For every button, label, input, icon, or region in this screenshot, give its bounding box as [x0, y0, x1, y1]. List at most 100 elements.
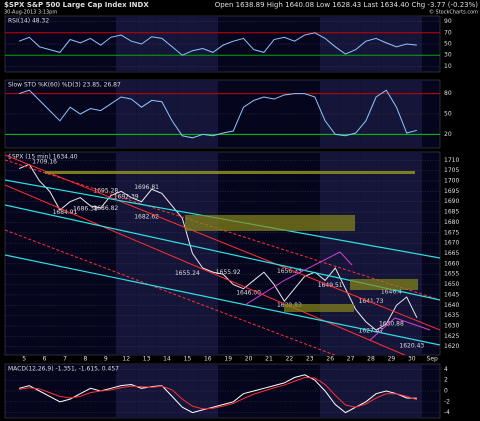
price-annotation: 1695.28 — [93, 187, 118, 194]
zone — [284, 304, 354, 312]
week-shade — [136, 80, 157, 148]
price-annotation: 1686.38 — [73, 206, 98, 213]
price-annotation: 1656.35 — [277, 268, 302, 275]
price-annotation: 1709.16 — [32, 159, 57, 166]
y-tick-label: 1640 — [444, 302, 459, 309]
channel-line — [5, 159, 440, 301]
week-shade — [401, 80, 422, 148]
y-tick-label: 1650 — [444, 281, 459, 288]
price-annotation: 1641.73 — [359, 298, 384, 305]
y-tick-label: 1700 — [444, 178, 459, 185]
y-tick-label: 10 — [444, 63, 452, 70]
y-tick-label: 50 — [444, 41, 452, 48]
channel-line — [5, 184, 407, 355]
y-tick-label: 30 — [444, 52, 452, 59]
price-annotation: 1655.92 — [216, 269, 241, 276]
panel-title: MACD(12,26,9) -1.351, -1.615, 0.457 — [8, 366, 119, 373]
credit: © StockCharts.com — [429, 9, 478, 16]
y-tick-label: 1670 — [444, 240, 459, 247]
header-quote: Open 1638.89 High 1640.08 Low 1628.43 La… — [215, 1, 479, 9]
x-tick-label: 6 — [43, 356, 47, 363]
y-tick-label: 2 — [444, 377, 448, 384]
week-shade — [381, 80, 402, 148]
week-shade — [177, 80, 198, 148]
week-shade — [177, 152, 198, 355]
y-tick-label: -2 — [444, 398, 450, 405]
price-annotation: 1692.39 — [114, 193, 139, 200]
x-tick-label: 28 — [367, 356, 375, 363]
y-tick-label: 1665 — [444, 250, 459, 257]
support-line — [5, 254, 440, 346]
price-annotation: 1682.62 — [134, 214, 159, 221]
x-tick-label: 14 — [163, 356, 171, 363]
week-shade — [177, 16, 198, 72]
x-tick-label: 19 — [224, 356, 232, 363]
x-tick-label: 20 — [245, 356, 253, 363]
x-tick-label: 21 — [265, 356, 273, 363]
y-tick-label: 1635 — [444, 312, 459, 319]
zone — [45, 171, 415, 174]
x-tick-label: 8 — [83, 356, 87, 363]
channel-line — [5, 154, 440, 331]
price-annotation: 1646.4 — [381, 289, 402, 296]
y-tick-label: 1710 — [444, 157, 459, 164]
series-line — [19, 376, 418, 410]
week-shade — [136, 364, 157, 418]
y-tick-label: 1620 — [444, 343, 459, 350]
x-tick-label: 16 — [204, 356, 212, 363]
zone — [185, 215, 355, 231]
y-tick-label: 1625 — [444, 333, 459, 340]
week-shade — [381, 16, 402, 72]
week-shade — [156, 16, 178, 72]
week-shade — [381, 152, 402, 355]
y-tick-label: 1705 — [444, 167, 459, 174]
y-tick-label: 0 — [444, 388, 448, 395]
week-shade — [381, 364, 402, 418]
y-tick-label: 1685 — [444, 209, 459, 216]
y-tick-label: 1655 — [444, 271, 459, 278]
y-tick-label: 80 — [444, 90, 452, 97]
y-tick-label: -4 — [444, 409, 450, 416]
y-tick-label: 70 — [444, 29, 452, 36]
series-line — [18, 374, 417, 414]
week-shade — [401, 364, 422, 418]
x-tick-label: 9 — [104, 356, 108, 363]
pattern-line — [369, 317, 431, 341]
y-tick-label: 1630 — [444, 323, 459, 330]
zone — [350, 279, 418, 290]
week-shade — [136, 152, 157, 355]
price-annotation: 1630.88 — [379, 321, 404, 328]
panel-title: RSI(14) 48.32 — [8, 18, 49, 25]
price-annotation: 1620.43 — [399, 342, 424, 349]
channel-line — [5, 229, 336, 355]
x-tick-label: 5 — [22, 356, 26, 363]
y-tick-label: 1680 — [444, 219, 459, 226]
series-line — [18, 163, 418, 331]
x-tick-label: 15 — [184, 356, 192, 363]
price-annotation: 1684.91 — [53, 209, 78, 216]
y-tick-label: 1690 — [444, 198, 459, 205]
series-line — [18, 32, 417, 56]
week-shade — [116, 16, 137, 72]
y-tick-label: 1695 — [444, 188, 459, 195]
x-tick-label: 29 — [388, 356, 396, 363]
trend-overlays — [5, 154, 440, 355]
x-tick-label: 13 — [143, 356, 151, 363]
x-tick-label: 27 — [347, 356, 355, 363]
price-annotation: 1655.24 — [175, 270, 200, 277]
y-tick-label: 1675 — [444, 229, 459, 236]
x-tick-label: 22 — [286, 356, 294, 363]
week-shade — [401, 16, 422, 72]
week-shade — [156, 80, 178, 148]
header-title: $SPX S&P 500 Large Cap Index INDX — [4, 1, 149, 9]
week-shade — [177, 364, 198, 418]
pattern-line — [244, 251, 353, 306]
x-tick-label: 23 — [306, 356, 314, 363]
y-tick-label: 50 — [444, 111, 452, 118]
y-tick-label: 1660 — [444, 260, 459, 267]
price-annotation: 1696.81 — [134, 184, 159, 191]
series-line — [18, 89, 418, 139]
price-annotation: 1646.00 — [236, 289, 261, 296]
panel-title: $SPX (15 min) 1634.40 — [8, 154, 78, 161]
week-shade — [136, 16, 157, 72]
